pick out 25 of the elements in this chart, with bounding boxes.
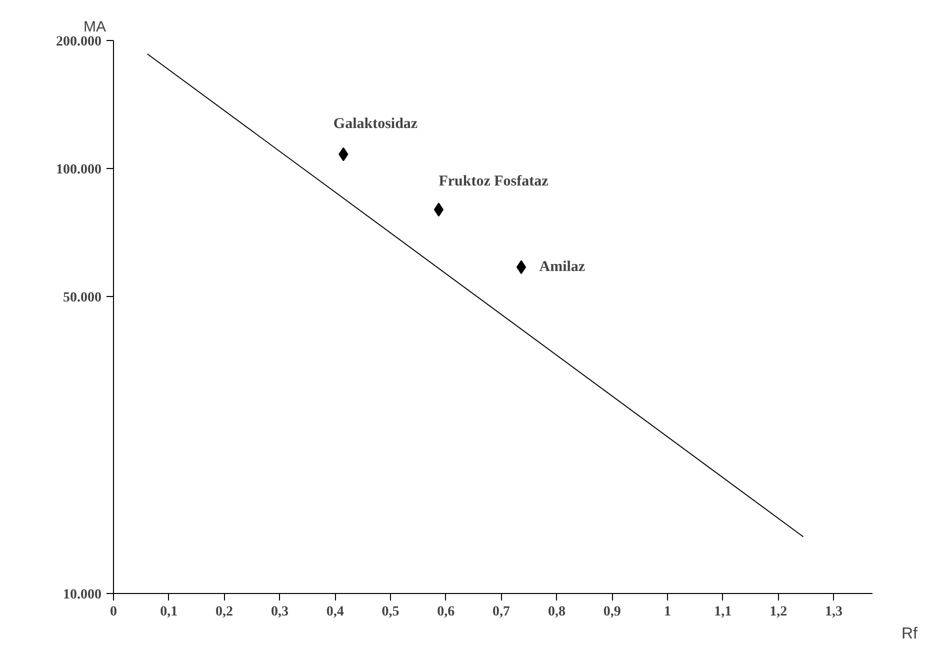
x-tick-label: 0,6 xyxy=(437,604,455,620)
annotation: Galaktosidaz xyxy=(333,116,418,132)
x-tick-label: 0,4 xyxy=(326,604,344,620)
x-tick-label: 0 xyxy=(110,604,117,620)
y-tick-label: 10.000 xyxy=(63,588,102,602)
point xyxy=(434,202,444,217)
annotation: Fruktoz Fosfataz xyxy=(438,174,549,190)
y-tick-label: 50.000 xyxy=(63,290,102,306)
x-tick-label: 1,1 xyxy=(714,604,732,620)
y-tick-label: 200.000 xyxy=(56,34,102,50)
x-tick-label: 1 xyxy=(664,604,672,620)
x-tick-label: 1,3 xyxy=(824,604,842,620)
x-tick-label: 0,3 xyxy=(270,604,288,620)
x-tick-label: 0,8 xyxy=(548,604,566,620)
x-tick-label: 0,2 xyxy=(216,604,234,620)
x-tick-label: 0,7 xyxy=(492,604,510,620)
annotation: Amilaz xyxy=(539,259,586,276)
y-tick-label: 100.000 xyxy=(56,162,102,178)
point xyxy=(516,260,526,274)
x-tick-label: 0,9 xyxy=(603,604,621,620)
x-tick-label: 0,1 xyxy=(160,604,178,620)
x-tick-label: 0,5 xyxy=(382,604,400,620)
x-tick-label: 1,2 xyxy=(770,604,788,620)
y-axis-title: MA xyxy=(84,18,106,36)
x-axis-title: Rf xyxy=(902,626,918,642)
